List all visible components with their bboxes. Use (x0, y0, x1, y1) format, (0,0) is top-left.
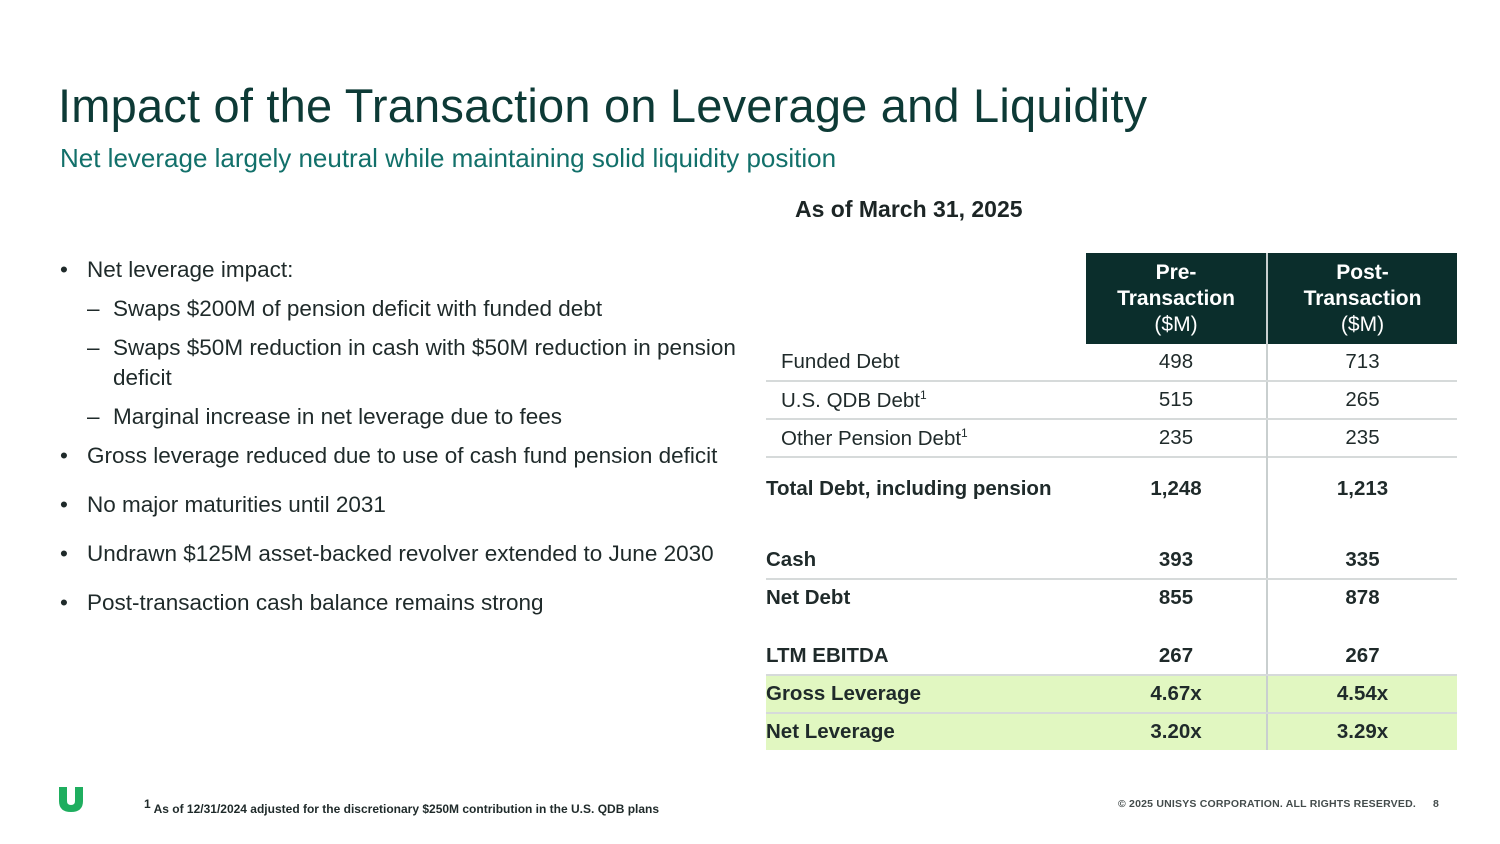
header-unit: ($M) (1340, 312, 1385, 336)
bullet-item: • No major maturities until 2031 (60, 490, 740, 520)
pre-value: 515 (1086, 381, 1267, 420)
sub-bullet-text: Marginal increase in net leverage due to… (113, 404, 563, 429)
header-post-transaction: Post- Transaction ($M) (1266, 253, 1457, 344)
header-unit: ($M) (1154, 312, 1198, 336)
post-value: 265 (1266, 381, 1457, 420)
pre-value: 855 (1158, 586, 1194, 609)
row-label: LTM EBITDA (766, 638, 1086, 676)
table-row: U.S. QDB Debt1 515 265 (766, 381, 1457, 420)
pre-value: 498 (1086, 344, 1267, 382)
pre-value: 393 (1086, 542, 1267, 580)
logo-mark (59, 787, 83, 812)
dash-marker: – (87, 296, 100, 321)
post-value: 1,213 (1266, 456, 1457, 520)
footnote-marker: 1 (920, 387, 927, 402)
row-label: Other Pension Debt (781, 426, 962, 450)
sub-bullet-list: – Swaps $200M of pension deficit with fu… (87, 294, 740, 432)
post-value: 3.29x (1266, 713, 1457, 750)
spacer-cell (1086, 616, 1267, 638)
bullet-marker: • (60, 257, 68, 282)
pre-value: 4.67x (1086, 675, 1267, 714)
table-row-highlight: Net Leverage 3.20x 3.29x (766, 713, 1457, 750)
bullet-text: Net leverage impact: (87, 257, 294, 282)
header-line: Transaction (1303, 286, 1422, 310)
row-label: Cash (766, 542, 1086, 580)
post-value: 235 (1266, 419, 1457, 457)
bullet-marker: • (60, 541, 68, 566)
spacer-cell (1266, 616, 1457, 638)
post-value: 878 (1266, 579, 1457, 616)
table-row: Cash 393 335 (766, 542, 1457, 580)
header-line: Transaction (1117, 286, 1235, 310)
spacer-cell (766, 520, 1086, 542)
sub-bullet-item: – Swaps $200M of pension deficit with fu… (87, 294, 740, 324)
sub-bullet-text: Swaps $50M reduction in cash with $50M r… (113, 335, 736, 390)
bullet-item: • Undrawn $125M asset-backed revolver ex… (60, 539, 740, 569)
row-label: Total Debt, including pension (766, 456, 1086, 520)
table-spacer-row (766, 616, 1457, 638)
bullet-marker: • (60, 492, 68, 517)
slide-title: Impact of the Transaction on Leverage an… (58, 79, 1148, 132)
table-header-row: Pre- Transaction ($M) Post- Transaction … (766, 253, 1457, 344)
row-label: U.S. QDB Debt (781, 388, 920, 412)
table-row: Net Debt 855 878 (766, 579, 1457, 616)
post-value: 267 (1266, 638, 1457, 676)
bullet-marker: • (60, 443, 68, 468)
row-label: Gross Leverage (766, 675, 1086, 714)
post-value: 4.54x (1266, 675, 1457, 714)
pre-value: 235 (1158, 426, 1194, 449)
bullet-text: Post-transaction cash balance remains st… (87, 590, 544, 615)
copyright-text: © 2025 UNISYS CORPORATION. ALL RIGHTS RE… (1118, 798, 1416, 810)
row-label: Funded Debt (766, 344, 1086, 382)
unisys-logo-icon (58, 786, 88, 817)
bullet-text: Undrawn $125M asset-backed revolver exte… (87, 541, 714, 566)
sub-bullet-item: – Marginal increase in net leverage due … (87, 402, 740, 432)
spacer-cell (766, 616, 1086, 638)
row-label: Net Leverage (766, 713, 1086, 750)
footnote-marker: 1 (144, 797, 151, 811)
bullet-item: • Post-transaction cash balance remains … (60, 588, 740, 618)
dash-marker: – (87, 404, 100, 429)
bullet-list: • Net leverage impact: – Swaps $200M of … (60, 255, 740, 637)
pre-value: 267 (1086, 638, 1267, 676)
slide-subtitle: Net leverage largely neutral while maint… (60, 143, 837, 173)
header-blank-cell (766, 253, 1086, 344)
header-line: Post- (1336, 260, 1389, 284)
table-row: LTM EBITDA 267 267 (766, 638, 1457, 676)
pre-value: 3.20x (1086, 713, 1267, 750)
footnote-marker: 1 (961, 425, 968, 440)
footnote-text: As of 12/31/2024 adjusted for the discre… (153, 802, 660, 816)
footnote: 1 As of 12/31/2024 adjusted for the disc… (144, 797, 659, 816)
spacer-cell (1266, 520, 1457, 542)
pre-value: 1,248 (1086, 456, 1267, 520)
bullet-text: Gross leverage reduced due to use of cas… (87, 443, 718, 468)
row-label-cell: U.S. QDB Debt1 (766, 381, 1086, 420)
row-label-cell: Other Pension Debt1 (766, 419, 1086, 457)
table-row-highlight: Gross Leverage 4.67x 4.54x (766, 675, 1457, 714)
sub-bullet-item: – Swaps $50M reduction in cash with $50M… (87, 333, 740, 393)
as-of-date-heading: As of March 31, 2025 (795, 196, 1023, 222)
bullet-marker: • (60, 590, 68, 615)
table-row-total: Total Debt, including pension 1,248 1,21… (766, 456, 1457, 520)
table-spacer-row (766, 520, 1457, 542)
table-row: Other Pension Debt1 235 235 (766, 419, 1457, 457)
post-value: 713 (1266, 344, 1457, 382)
header-pre-transaction: Pre- Transaction ($M) (1086, 253, 1267, 344)
dash-marker: – (87, 335, 100, 360)
post-value: 335 (1266, 542, 1457, 580)
header-line: Pre- (1155, 260, 1197, 284)
leverage-table: Pre- Transaction ($M) Post- Transaction … (766, 253, 1457, 750)
row-label: Net Debt (766, 586, 851, 609)
table-row: Funded Debt 498 713 (766, 344, 1457, 382)
bullet-text: No major maturities until 2031 (87, 492, 386, 517)
bullet-item: • Gross leverage reduced due to use of c… (60, 441, 740, 471)
page-number: 8 (1433, 798, 1439, 810)
spacer-cell (1086, 520, 1267, 542)
sub-bullet-text: Swaps $200M of pension deficit with fund… (113, 296, 603, 321)
bullet-item: • Net leverage impact: – Swaps $200M of … (60, 255, 740, 432)
